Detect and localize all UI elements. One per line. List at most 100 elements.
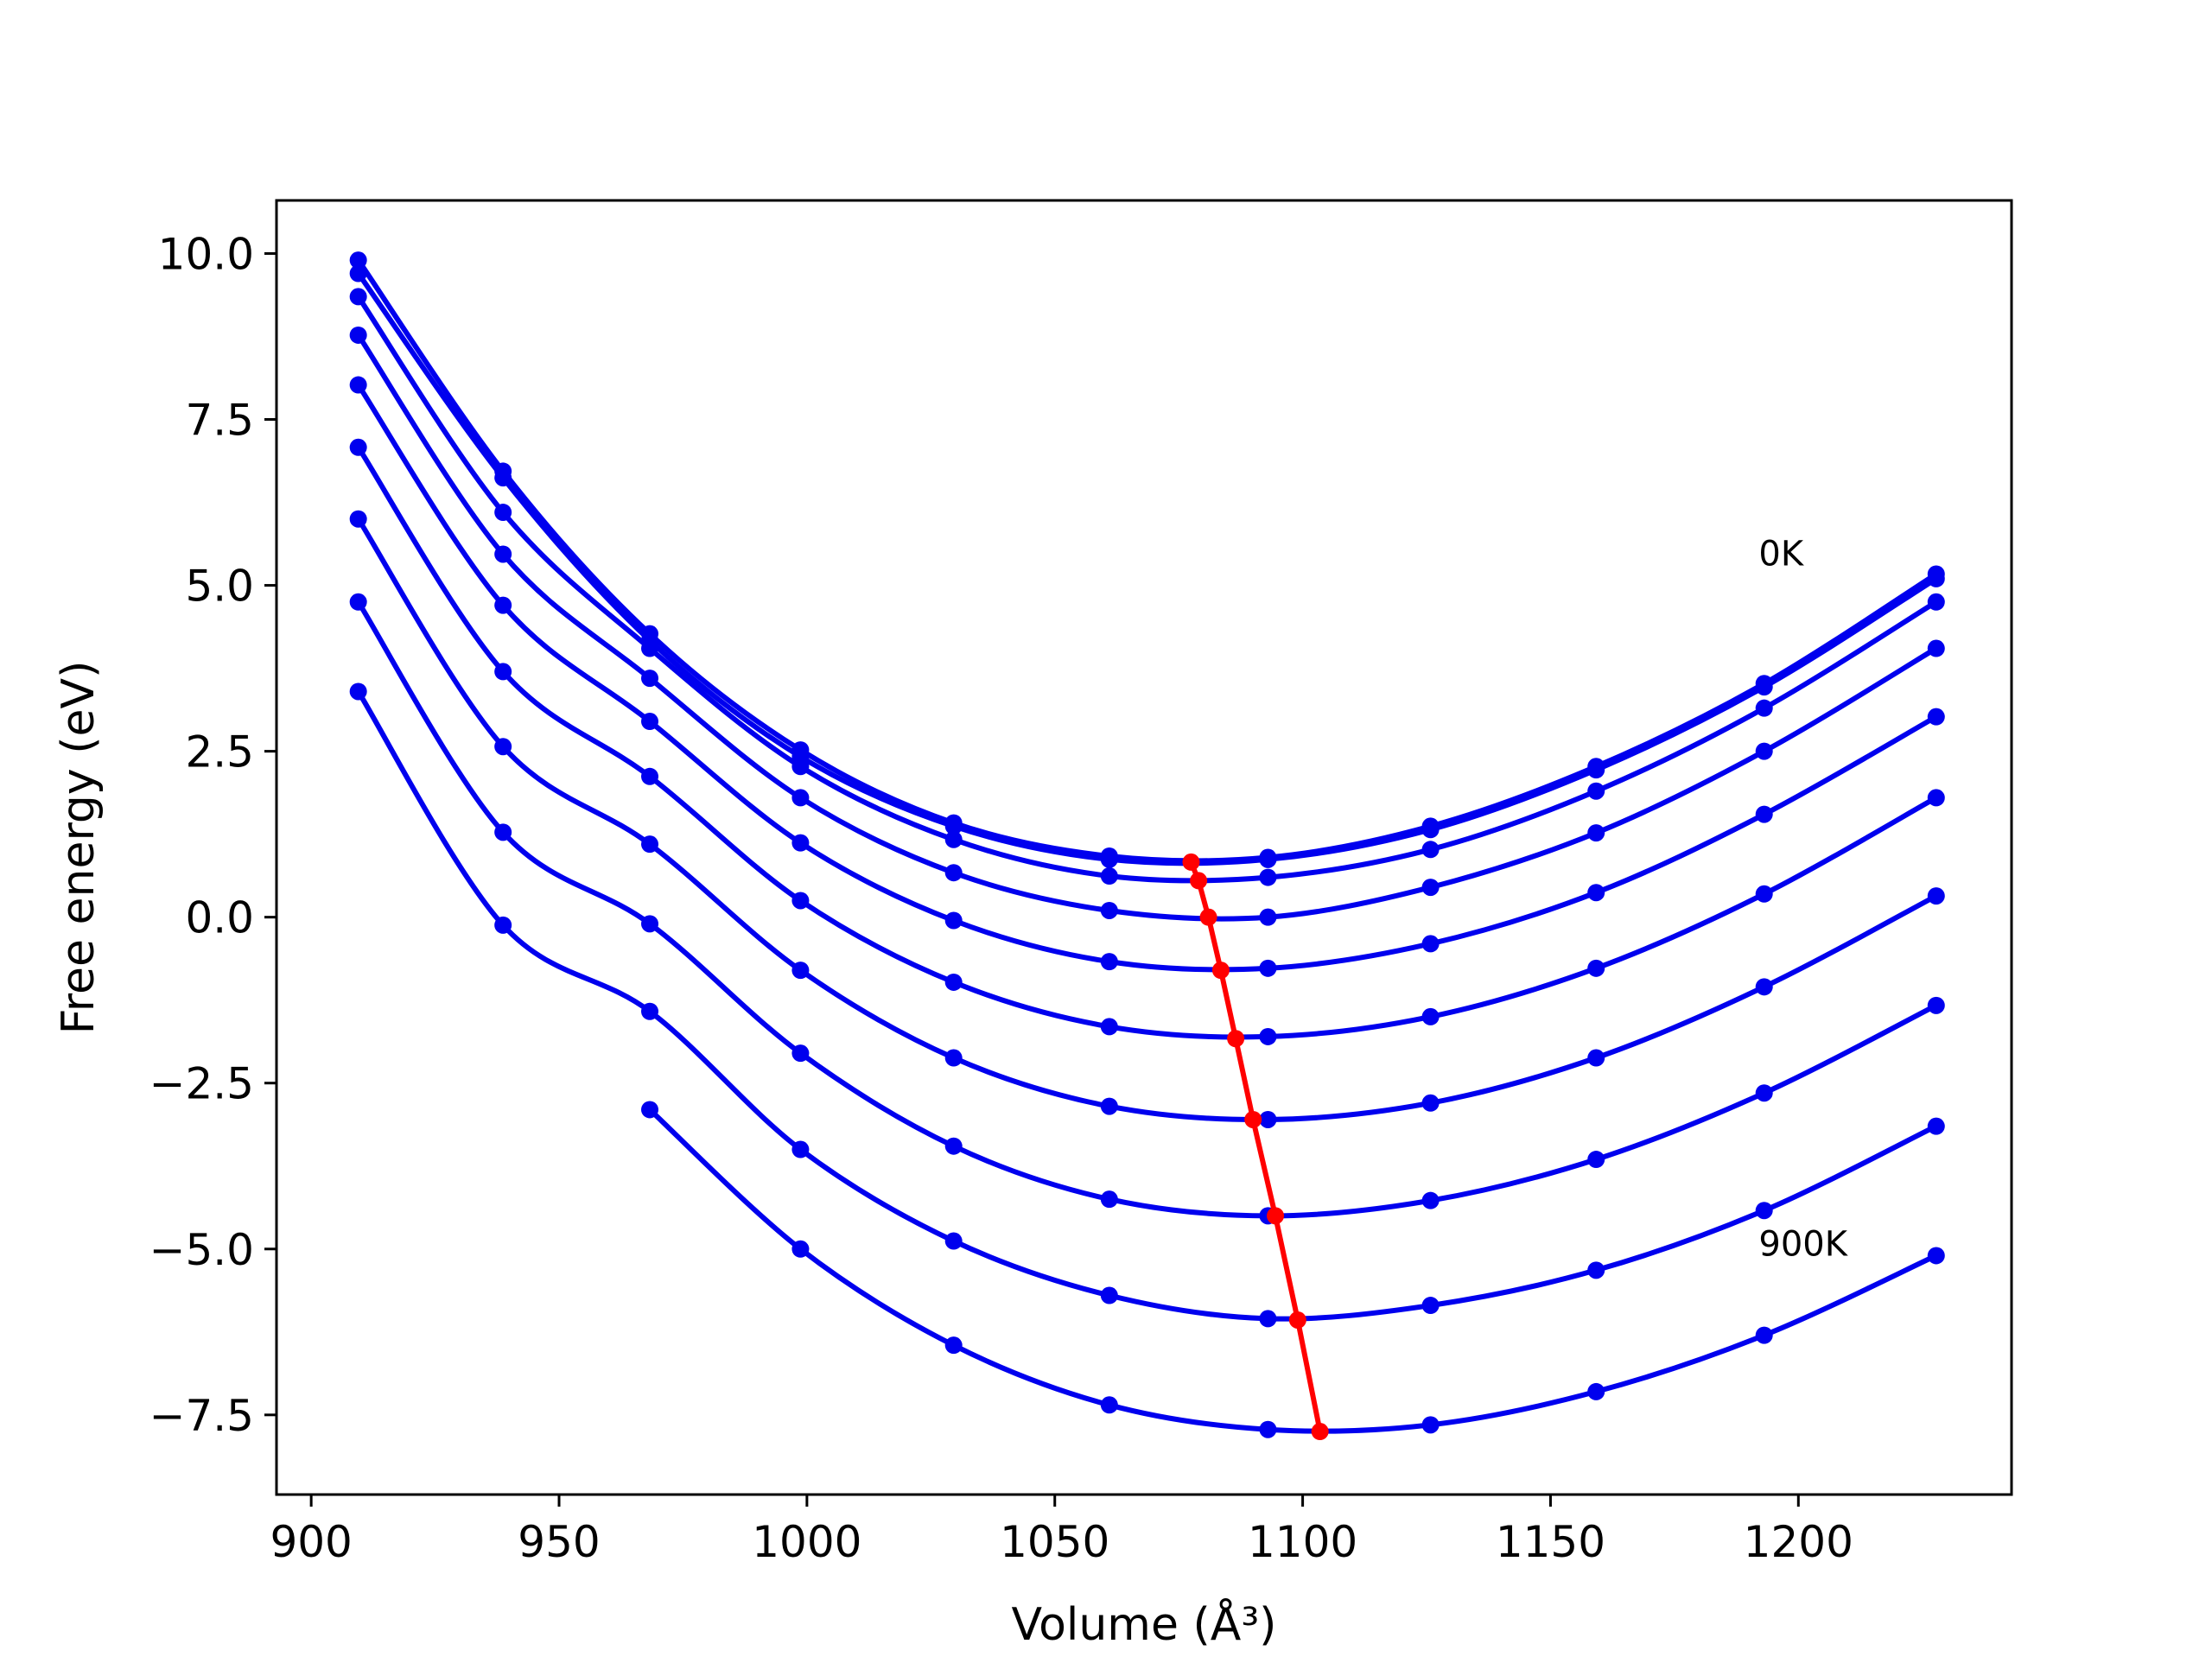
series-5-point-8 [1421,935,1440,953]
series-5-point-11 [1927,708,1945,726]
minimum-point-4 [1211,962,1230,980]
series-3-point-4 [791,758,810,776]
series-4-point-9 [1587,824,1605,842]
series-5-point-4 [791,834,810,852]
series-3-point-2 [494,504,512,522]
series-8-point-3 [641,915,659,933]
series-9-point-5 [944,1232,963,1250]
series-7-point-6 [1100,1097,1118,1115]
series-2-point-5 [944,817,963,835]
series-10-point-7 [1587,1382,1605,1400]
series-9-point-10 [1755,1202,1773,1220]
series-5-point-6 [1100,953,1118,971]
series-5-point-5 [944,911,963,930]
series-7-point-8 [1421,1094,1440,1112]
series-10-point-6 [1421,1416,1440,1434]
series-10-point-3 [944,1336,963,1355]
x-tick-label: 1050 [1000,1517,1109,1567]
series-3-point-10 [1755,699,1773,717]
series-10-point-1 [641,1101,659,1119]
minimum-point-8 [1288,1311,1306,1329]
series-2-point-9 [1587,761,1605,779]
y-tick-label: 10.0 [158,229,254,279]
y-tick-label: −5.0 [149,1225,254,1275]
series-6-point-6 [1100,1018,1118,1036]
series-9-point-11 [1927,1117,1945,1135]
y-tick-label: 0.0 [185,893,254,943]
series-8-point-4 [791,1044,810,1063]
series-3-point-11 [1927,593,1945,611]
series-4-point-7 [1259,908,1277,926]
plot-frame [275,199,2013,1496]
minimum-point-9 [1311,1423,1329,1441]
series-7-point-4 [791,962,810,980]
x-axis: 900 950 1000 1050 1100 1150 1200 [270,1495,1853,1567]
series-9-point-4 [791,1140,810,1158]
y-axis-label: Free energy (eV) [53,661,105,1035]
series-4-point-4 [791,789,810,807]
minima-layer [1182,853,1329,1441]
series-8-point-6 [1100,1190,1118,1209]
series-5-point-9 [1587,884,1605,902]
series-4-point-11 [1927,639,1945,657]
series-10-point-9 [1927,1247,1945,1265]
annotation-2: 900K [1758,1224,1848,1264]
series-2-point-10 [1755,678,1773,696]
series-8-point-8 [1421,1191,1440,1209]
series-7-point-3 [641,835,659,854]
series-6-point-4 [791,892,810,910]
y-tick-label: −7.5 [149,1391,254,1441]
minimum-point-5 [1227,1030,1245,1048]
series-7-point-7 [1259,1110,1277,1128]
series-10-point-8 [1755,1326,1773,1344]
series-9-point-1 [349,682,367,701]
x-tick-label: 1000 [752,1517,861,1567]
series-7-point-10 [1755,978,1773,996]
series-line-1 [356,258,1938,864]
series-9-point-3 [641,1002,659,1020]
series-line-7 [356,517,1938,1123]
series-3-point-7 [1259,868,1277,886]
minimum-point-7 [1267,1207,1285,1225]
minimum-point-3 [1199,908,1217,926]
series-4-point-2 [494,545,512,563]
series-7-point-11 [1927,887,1945,905]
x-tick-label: 1100 [1248,1517,1357,1567]
series-5-point-2 [494,596,512,614]
series-4-point-3 [641,670,659,688]
annotation-layer: 0K 900K [1758,535,1848,1265]
series-8-point-10 [1755,1084,1773,1102]
series-9-point-6 [1100,1286,1118,1304]
series-4-point-1 [349,326,367,344]
series-6-point-8 [1421,1007,1440,1025]
series-line-9 [356,689,1938,1322]
series-3-point-1 [349,288,367,306]
series-5-point-7 [1259,959,1277,977]
series-2-point-11 [1927,569,1945,587]
series-6-point-10 [1755,885,1773,903]
series-3-point-6 [1100,867,1118,885]
series-3-point-9 [1587,782,1605,800]
series-2-point-2 [494,469,512,487]
x-tick-label: 900 [270,1517,352,1567]
series-7-point-9 [1587,1049,1605,1067]
series-4-point-6 [1100,901,1118,919]
series-9-point-8 [1421,1297,1440,1315]
series-2-point-8 [1421,821,1440,839]
series-9-point-7 [1259,1310,1277,1328]
series-4-point-8 [1421,879,1440,897]
series-10-point-4 [1100,1396,1118,1414]
y-tick-label: −2.5 [149,1059,254,1109]
series-6-point-9 [1587,959,1605,977]
series-6-point-5 [944,973,963,991]
series-9-point-2 [494,916,512,934]
x-tick-label: 950 [518,1517,600,1567]
minimum-point-2 [1190,872,1208,890]
annotation-1: 0K [1758,535,1804,574]
series-line-8 [356,600,1938,1219]
series-2-point-1 [349,264,367,282]
series-6-point-1 [349,438,367,456]
minimum-point-1 [1182,853,1200,871]
